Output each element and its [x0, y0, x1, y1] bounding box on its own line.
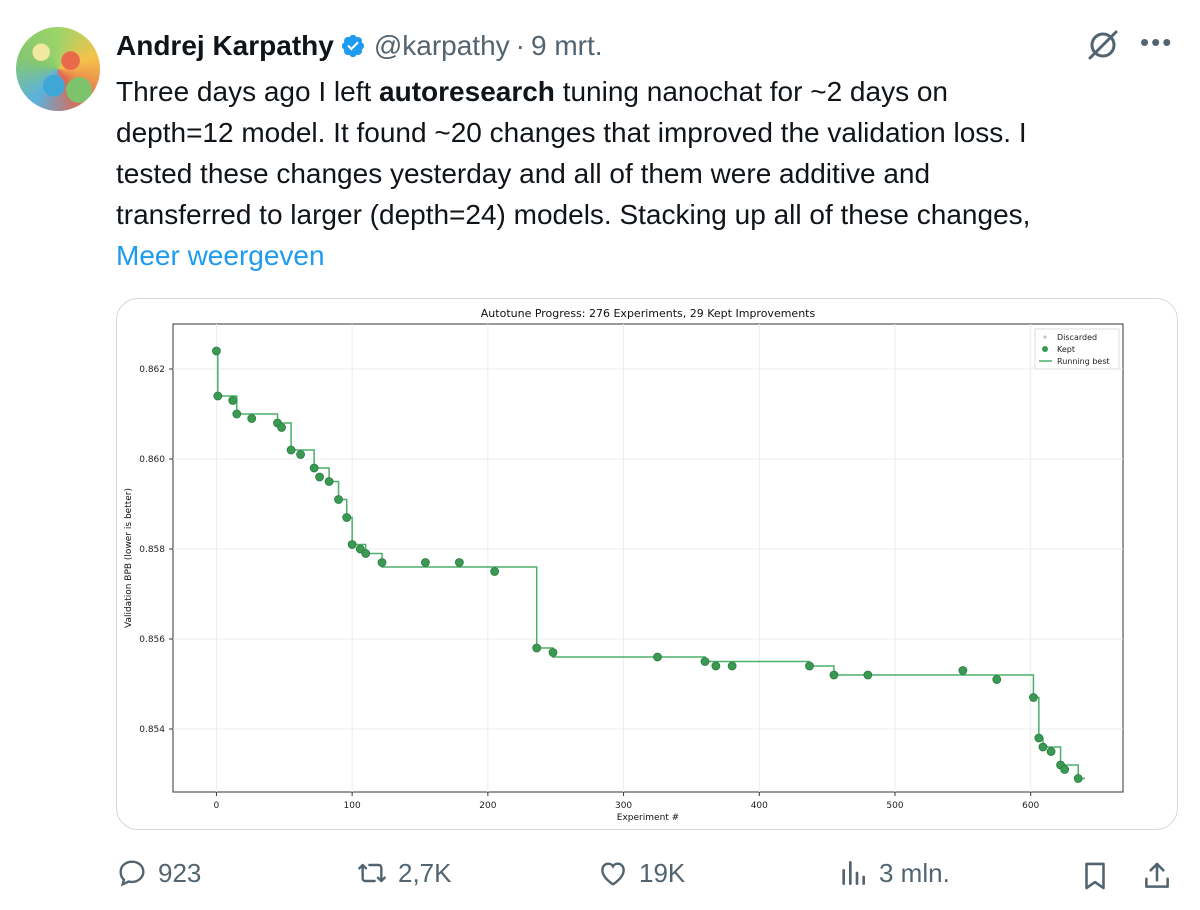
tweet-header: Andrej Karpathy @karpathy · 9 mrt. [116, 28, 603, 64]
y-axis-label: Validation BPB (lower is better) [124, 488, 134, 628]
y-tick-label: 0.854 [139, 725, 165, 735]
kept-point [992, 675, 1002, 684]
kept-point [548, 648, 558, 657]
like-icon [601, 862, 625, 886]
kept-point [296, 450, 305, 459]
more-options-icon[interactable]: ••• [1140, 27, 1174, 57]
kept-point [863, 670, 873, 680]
kept-point [1034, 733, 1044, 743]
verified-badge-icon [341, 34, 364, 58]
tweet-date[interactable]: 9 mrt. [530, 30, 603, 61]
kept-point [309, 463, 319, 473]
kept-point [454, 558, 464, 567]
avatar[interactable] [16, 27, 100, 111]
views-button[interactable]: 3 mln. [837, 857, 950, 889]
reply-count: 923 [158, 857, 202, 888]
kept-point [232, 409, 242, 419]
kept-point [377, 558, 387, 567]
x-tick-label: 100 [344, 801, 361, 811]
tweet-line-4: transferred to larger (depth=24) models.… [116, 199, 1031, 230]
y-tick-label: 0.862 [139, 365, 165, 375]
x-tick-label: 300 [615, 801, 632, 811]
kept-point [1073, 774, 1083, 783]
views-count: 3 mln. [879, 857, 950, 888]
y-tick-label: 0.858 [139, 545, 165, 555]
chart-image-card[interactable]: 0 100 200 300 400 500 600 0.854 0.856 0.858 0.860 0… [116, 298, 1178, 830]
legend-box [1034, 328, 1120, 370]
views-icon [842, 861, 865, 885]
kept-point [653, 652, 662, 662]
share-icon[interactable] [1140, 859, 1174, 893]
kept-point [1046, 747, 1056, 756]
kept-point [213, 391, 223, 401]
kept-point [315, 472, 324, 482]
chart-title: Autotune Progress: 276 Experiments, 29 K… [481, 307, 816, 320]
kept-point [805, 661, 814, 671]
author-name[interactable]: Andrej Karpathy [116, 30, 334, 61]
kept-point [1038, 742, 1048, 752]
grok-icon[interactable] [1086, 28, 1120, 62]
repost-button[interactable]: 2,7K [356, 857, 452, 889]
reply-icon [119, 860, 145, 887]
bookmark-icon[interactable] [1078, 859, 1112, 893]
legend-discarded: Discarded [1057, 333, 1097, 342]
legend-running: Running best [1057, 357, 1110, 366]
plot-area [172, 323, 1124, 793]
kept-point [342, 513, 352, 522]
x-tick-label: 0 [214, 801, 220, 811]
like-count: 19K [639, 857, 686, 888]
kept-point [347, 540, 357, 549]
repost-count: 2,7K [398, 857, 452, 888]
kept-point [958, 666, 968, 675]
kept-point [829, 670, 839, 680]
separator: · [515, 30, 525, 61]
legend-marker-kept [1042, 346, 1048, 352]
kept-point [247, 414, 257, 423]
kept-point [324, 477, 334, 486]
legend-kept: Kept [1057, 345, 1075, 354]
kept-point [212, 346, 221, 356]
kept-point [490, 567, 500, 576]
x-tick-label: 400 [751, 801, 768, 811]
like-button[interactable]: 19K [597, 857, 685, 889]
kept-point [711, 661, 721, 671]
kept-point [1060, 765, 1070, 774]
legend-marker-discarded [1043, 335, 1047, 339]
kept-point [277, 423, 286, 432]
kept-point [334, 495, 343, 504]
kept-point [228, 396, 238, 405]
repost-icon [358, 863, 386, 883]
x-tick-label: 600 [1022, 801, 1039, 811]
tweet-line-1: Three days ago I left autoresearch tunin… [116, 71, 1176, 112]
chart: 0 100 200 300 400 500 600 0.854 0.856 0.858 0.860 0… [124, 307, 1124, 823]
show-more-link[interactable]: Meer weergeven [116, 240, 325, 271]
kept-point [361, 549, 371, 558]
tweet-text: Three days ago I left autoresearch tunin… [116, 71, 1176, 276]
x-tick-label: 200 [479, 801, 496, 811]
action-bar: 923 2,7K 19K 3 mln. [0, 857, 1200, 897]
reply-button[interactable]: 923 [116, 857, 201, 889]
tweet-line-3: tested these changes yesterday and all o… [116, 158, 931, 189]
kept-point [532, 643, 542, 653]
kept-point [421, 558, 430, 567]
kept-point [1029, 693, 1038, 702]
tweet-line-1-bold: autoresearch [379, 76, 555, 107]
tweet-line-1-pre: Three days ago I left [116, 76, 380, 107]
kept-point [286, 445, 296, 455]
tweet-line-2: depth=12 model. It found ~20 changes tha… [116, 117, 1027, 148]
x-tick-label: 500 [886, 801, 903, 811]
y-tick-label: 0.860 [139, 455, 165, 465]
kept-point [727, 661, 737, 671]
tweet-line-1-post: tuning nanochat for ~2 days on [554, 76, 948, 107]
x-axis-label: Experiment # [617, 813, 679, 823]
kept-point [700, 657, 710, 666]
author-handle[interactable]: @karpathy [373, 30, 510, 61]
y-tick-label: 0.856 [139, 635, 165, 645]
